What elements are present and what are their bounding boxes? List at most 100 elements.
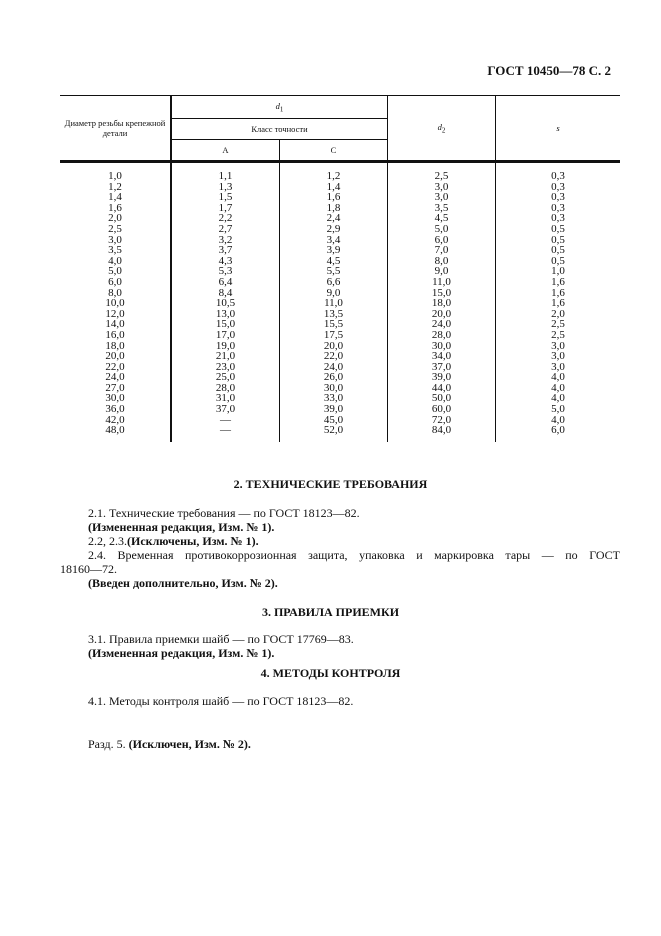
table-cell: 15,5 bbox=[279, 319, 388, 330]
table-cell: 16,0 bbox=[105, 328, 125, 341]
table-cell: 45,0 bbox=[279, 414, 388, 426]
table-row: 1,6 1,7 1,8 3,5 0,3 bbox=[60, 202, 620, 214]
table-row: 30,0 31,0 33,0 50,0 4,0 bbox=[60, 392, 620, 405]
table-cell: 1,8 bbox=[279, 202, 388, 214]
table-cell: 2,2 bbox=[170, 213, 280, 224]
table-cell: 0,5 bbox=[495, 234, 620, 246]
table-row: 16,0 17,0 17,5 28,0 2,5 bbox=[60, 330, 620, 341]
table-cell: 6,0 bbox=[387, 234, 496, 246]
table-cell: 1,4 bbox=[108, 191, 122, 204]
table-cell: 22,0 bbox=[105, 360, 125, 373]
table-cell: 0,3 bbox=[495, 161, 620, 182]
para-2-4-note: (Введен дополнительно, Изм. № 2). bbox=[88, 576, 278, 590]
table-row: 3,5 3,7 3,9 7,0 0,5 bbox=[60, 245, 620, 256]
table-cell: 39,0 bbox=[387, 372, 496, 383]
table-row: 8,0 8,4 9,0 15,0 1,6 bbox=[60, 286, 620, 299]
table-cell: 1,6 bbox=[495, 298, 620, 309]
dimensions-table: Диаметр резьбы крепежной детали d1 d2 s … bbox=[60, 95, 620, 442]
table-cell: 5,0 bbox=[387, 224, 496, 235]
table-row: 36,0 37,0 39,0 60,0 5,0 bbox=[60, 404, 620, 415]
table-row: 12,0 13,0 13,5 20,0 2,0 bbox=[60, 308, 620, 320]
table-cell: 0,5 bbox=[495, 245, 620, 256]
table-row: 27,0 28,0 30,0 44,0 4,0 bbox=[60, 383, 620, 394]
table-cell: 6,0 bbox=[108, 275, 122, 288]
table-cell: 24,0 bbox=[279, 361, 388, 373]
table-row: 1,2 1,3 1,4 3,0 0,3 bbox=[60, 180, 620, 193]
table-cell: 37,0 bbox=[170, 404, 280, 415]
table-cell: 1,6 bbox=[279, 192, 388, 203]
table-cell: 1,6 bbox=[495, 287, 620, 299]
table-row: 24,0 25,0 26,0 39,0 4,0 bbox=[60, 372, 620, 383]
para-3-1-note: (Измененная редакция, Изм. № 1). bbox=[88, 646, 275, 660]
table-cell: 60,0 bbox=[387, 404, 496, 415]
table-cell: 44,0 bbox=[387, 383, 496, 394]
table-cell: 1,4 bbox=[279, 181, 388, 193]
table-cell: 6,0 bbox=[495, 425, 620, 442]
table-cell: 11,0 bbox=[279, 298, 388, 309]
table-cell: 1,0 bbox=[108, 170, 122, 182]
table-cell: 1,2 bbox=[108, 180, 122, 193]
table-cell: 15,0 bbox=[387, 287, 496, 299]
table-cell: 30,0 bbox=[279, 383, 388, 394]
table-row: 2,5 2,7 2,9 5,0 0,5 bbox=[60, 224, 620, 235]
table-row: 1,4 1,5 1,6 3,0 0,3 bbox=[60, 192, 620, 203]
table-cell: 2,0 bbox=[108, 212, 122, 225]
table-cell: 42,0 bbox=[105, 413, 125, 426]
table-cell: 30,0 bbox=[105, 392, 125, 405]
table-cell: 1,6 bbox=[495, 277, 620, 288]
table-cell: 8,4 bbox=[170, 287, 280, 299]
col-diameter: Диаметр резьбы крепежной детали bbox=[64, 118, 166, 138]
table-cell: 8,0 bbox=[108, 286, 122, 299]
table-cell: 3,7 bbox=[170, 245, 280, 256]
table-row: 48,0 —52,0 84,0 6,0 bbox=[60, 425, 620, 442]
table-cell: 37,0 bbox=[387, 361, 496, 373]
table-cell: 0,3 bbox=[495, 181, 620, 193]
table-cell: 14,0 bbox=[105, 318, 125, 331]
table-cell: 3,0 bbox=[495, 340, 620, 352]
table-row: 10,0 10,5 11,0 18,0 1,6 bbox=[60, 298, 620, 309]
table-cell: 25,0 bbox=[170, 372, 280, 383]
table-cell: 8,0 bbox=[387, 255, 496, 267]
table-cell: 20,0 bbox=[105, 350, 125, 363]
table-cell: 1,1 bbox=[170, 161, 280, 182]
table-cell: 48,0 bbox=[105, 424, 125, 437]
para-3-1: 3.1. Правила приемки шайб — по ГОСТ 1776… bbox=[88, 632, 354, 646]
table-row: 5,0 5,3 5,5 9,0 1,0 bbox=[60, 266, 620, 277]
table-cell: 2,9 bbox=[279, 224, 388, 235]
table-cell: 6,4 bbox=[170, 277, 280, 288]
table-row: 18,0 19,0 20,0 30,0 3,0 bbox=[60, 340, 620, 352]
table-cell: 3,4 bbox=[279, 234, 388, 246]
table-cell: 9,0 bbox=[279, 287, 388, 299]
table-cell: 19,0 bbox=[170, 340, 280, 352]
table-cell: 0,5 bbox=[495, 224, 620, 235]
table-cell: 33,0 bbox=[279, 393, 388, 405]
table-cell: 2,5 bbox=[387, 161, 496, 182]
table-cell: 0,3 bbox=[495, 213, 620, 224]
table-cell: 3,0 bbox=[387, 181, 496, 193]
table-cell: 31,0 bbox=[170, 393, 280, 405]
table-cell: 50,0 bbox=[387, 393, 496, 405]
table-row: 6,0 6,4 6,6 11,0 1,6 bbox=[60, 277, 620, 288]
table-cell: 5,0 bbox=[495, 404, 620, 415]
table-cell: 4,0 bbox=[495, 393, 620, 405]
table-cell: 10,0 bbox=[105, 297, 125, 310]
table-cell: 2,5 bbox=[495, 319, 620, 330]
table-cell: — bbox=[170, 425, 280, 442]
table-cell: 3,5 bbox=[387, 202, 496, 214]
table-cell: 1,7 bbox=[170, 202, 280, 214]
table-row: 4,0 4,3 4,5 8,0 0,5 bbox=[60, 254, 620, 267]
table-cell: 0,3 bbox=[495, 192, 620, 203]
table-cell: 2,0 bbox=[495, 308, 620, 320]
table-cell: 84,0 bbox=[387, 425, 496, 442]
table-cell: 34,0 bbox=[387, 351, 496, 362]
table-cell: 4,5 bbox=[387, 213, 496, 224]
table-cell: 3,0 bbox=[495, 361, 620, 373]
table-cell: 22,0 bbox=[279, 351, 388, 362]
table-row: 22,0 23,0 24,0 37,0 3,0 bbox=[60, 360, 620, 373]
table-cell: 4,0 bbox=[108, 254, 122, 267]
table-row: 2,0 2,2 2,4 4,5 0,3 bbox=[60, 213, 620, 224]
table-row: 42,0 —45,0 72,0 4,0 bbox=[60, 413, 620, 426]
page-header: ГОСТ 10450—78 С. 2 bbox=[487, 63, 611, 78]
table-cell: 23,0 bbox=[170, 361, 280, 373]
table-cell: 24,0 bbox=[105, 371, 125, 384]
